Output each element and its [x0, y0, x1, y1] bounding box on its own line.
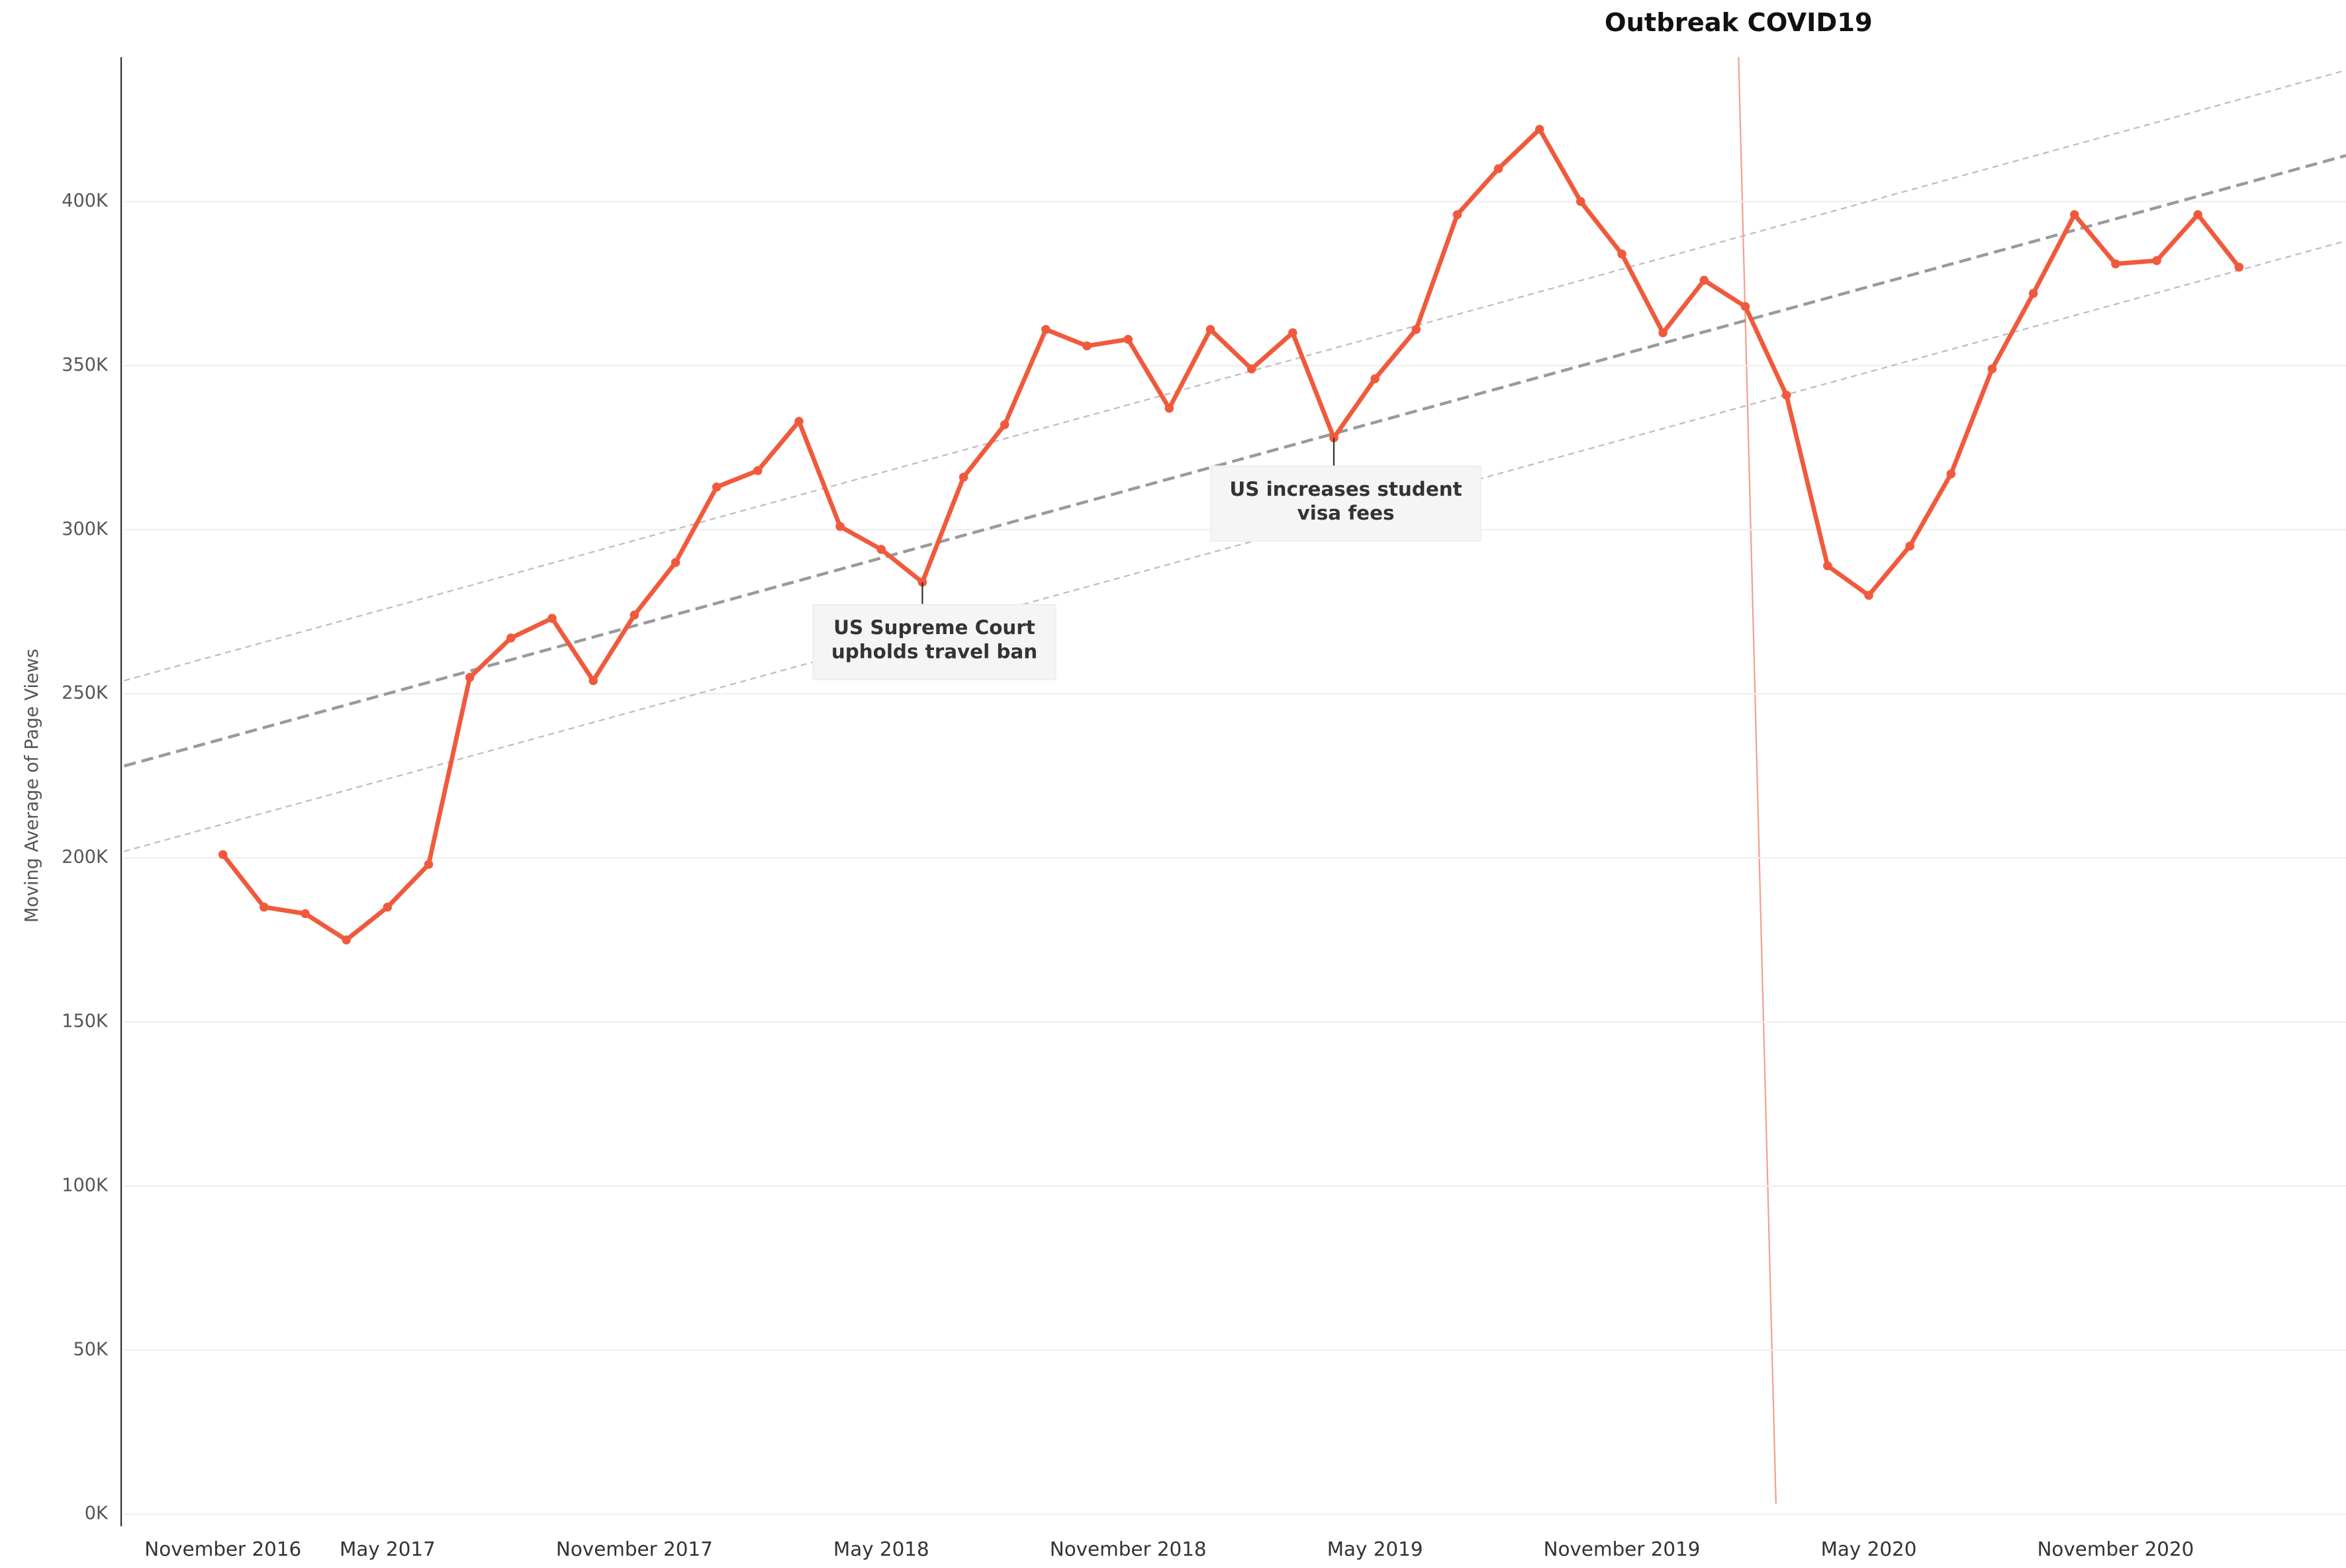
point	[2111, 259, 2120, 269]
point	[1246, 364, 1256, 374]
point	[1411, 325, 1421, 334]
point	[2234, 262, 2244, 272]
point	[794, 416, 804, 426]
point	[1576, 197, 1585, 207]
point	[465, 672, 475, 682]
x-tick-label: November 2020	[2037, 1538, 2194, 1560]
x-tick-label: May 2020	[1821, 1538, 1917, 1560]
point	[630, 610, 639, 620]
point	[671, 558, 680, 567]
point	[1041, 325, 1051, 334]
y-tick-label: 0K	[85, 1503, 109, 1524]
point	[1493, 164, 1503, 173]
point	[342, 935, 352, 945]
point	[1082, 341, 1092, 351]
annotation-box	[1210, 465, 1481, 542]
point	[1946, 469, 1956, 479]
point	[1164, 404, 1174, 413]
point	[2193, 210, 2203, 220]
annotation-text: visa fees	[1297, 502, 1395, 524]
y-tick-label: 100K	[62, 1175, 109, 1195]
event-label: Outbreak COVID19	[1605, 8, 1873, 38]
point	[1864, 590, 1873, 600]
annotation-box	[812, 604, 1056, 680]
point	[1617, 250, 1626, 259]
y-tick-label: 250K	[62, 683, 109, 704]
point	[1781, 391, 1791, 400]
y-tick-label: 200K	[62, 847, 109, 868]
trend-line	[124, 240, 2346, 853]
point	[959, 473, 968, 482]
point	[218, 850, 228, 859]
point	[1740, 302, 1750, 311]
point	[301, 909, 310, 919]
point	[506, 633, 516, 643]
point	[1452, 210, 1462, 220]
point	[2069, 210, 2079, 220]
annotation-text: US Supreme Court	[833, 616, 1035, 639]
x-tick-label: May 2019	[1327, 1538, 1423, 1560]
x-tick-label: November 2016	[144, 1538, 301, 1560]
x-tick-label: November 2017	[556, 1538, 713, 1560]
point	[1699, 275, 1709, 285]
x-tick-label: November 2019	[1544, 1538, 1701, 1560]
point	[1905, 541, 1914, 551]
y-tick-label: 150K	[62, 1011, 109, 1032]
y-tick-label: 350K	[62, 355, 109, 375]
y-tick-label: 300K	[62, 519, 109, 539]
x-tick-label: May 2017	[340, 1538, 436, 1560]
point	[1205, 325, 1215, 334]
point	[835, 522, 845, 531]
point	[1329, 433, 1338, 443]
point	[753, 466, 763, 475]
annotation-text: upholds travel ban	[831, 640, 1037, 663]
point	[588, 676, 598, 686]
point	[1123, 334, 1133, 344]
point	[259, 902, 269, 912]
trend-line	[123, 154, 2346, 768]
event-line	[1738, 57, 1777, 1504]
point	[1823, 561, 1832, 571]
point	[2028, 289, 2038, 299]
y-tick-label: 50K	[73, 1339, 108, 1360]
point	[876, 545, 886, 554]
point	[1534, 124, 1544, 134]
x-tick-label: May 2018	[833, 1538, 929, 1560]
point	[712, 483, 722, 492]
point	[1987, 364, 1997, 374]
y-axis-title: Moving Average of Page Views	[22, 649, 42, 923]
point	[2152, 255, 2161, 265]
y-tick-label: 400K	[62, 191, 109, 211]
point	[424, 860, 434, 869]
point	[1000, 420, 1009, 430]
point	[1658, 328, 1667, 338]
line	[221, 126, 2241, 943]
annotation-text: US increases student	[1229, 478, 1462, 500]
trend-line	[124, 69, 2346, 682]
point	[1288, 328, 1297, 338]
point	[547, 614, 557, 623]
x-tick-label: November 2018	[1050, 1538, 1207, 1560]
point	[1370, 374, 1380, 383]
point	[383, 902, 393, 912]
